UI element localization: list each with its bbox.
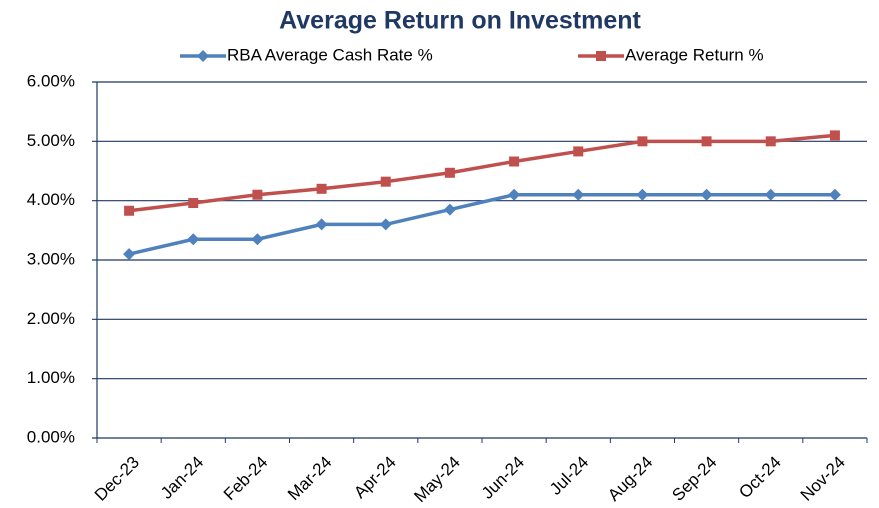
y-tick-label: 6.00% [27,71,75,90]
x-tick-label: Jan-24 [157,453,207,503]
data-point [828,188,841,201]
legend-label: Average Return % [625,45,764,64]
series-line [128,133,836,213]
legend-marker [596,51,606,61]
data-point [124,205,135,216]
y-tick-label: 4.00% [27,190,75,209]
data-point [379,218,392,231]
data-point [188,198,199,209]
data-point [443,203,456,216]
x-tick-label: Jun-24 [478,453,528,503]
data-point [573,146,584,157]
y-tick-label: 0.00% [27,427,75,446]
y-tick-label: 2.00% [27,309,75,328]
data-point [508,188,521,201]
x-tick-label: Dec-23 [91,453,143,505]
data-point [251,233,264,246]
data-point [765,136,776,147]
y-tick-label: 3.00% [27,249,75,268]
data-point [701,136,712,147]
x-tick-label: Oct-24 [735,453,785,503]
x-tick-label: Jul-24 [546,453,592,499]
data-point [509,156,520,167]
data-point [316,183,327,194]
data-point [444,167,455,178]
series-line [128,192,835,256]
data-point [252,189,263,200]
data-point [123,248,136,261]
data-point [380,176,391,187]
chart-title: Average Return on Investment [279,7,641,35]
y-tick-label: 5.00% [27,131,75,150]
data-point [637,136,648,147]
x-tick-label: Mar-24 [284,453,336,505]
x-tick-label: May-24 [410,453,464,507]
y-tick-label: 1.00% [27,368,75,387]
data-point [700,188,713,201]
data-point [187,233,200,246]
x-tick-label: Apr-24 [350,453,400,503]
x-tick-label: Nov-24 [797,453,849,505]
x-tick-label: Aug-24 [604,453,656,505]
legend-marker [197,50,209,62]
data-point [829,130,840,141]
data-point [572,188,585,201]
data-point [636,188,649,201]
legend-label: RBA Average Cash Rate % [227,45,433,64]
x-tick-label: Feb-24 [220,453,272,505]
data-point [764,188,777,201]
x-tick-label: Sep-24 [668,453,720,505]
data-point [315,218,328,231]
